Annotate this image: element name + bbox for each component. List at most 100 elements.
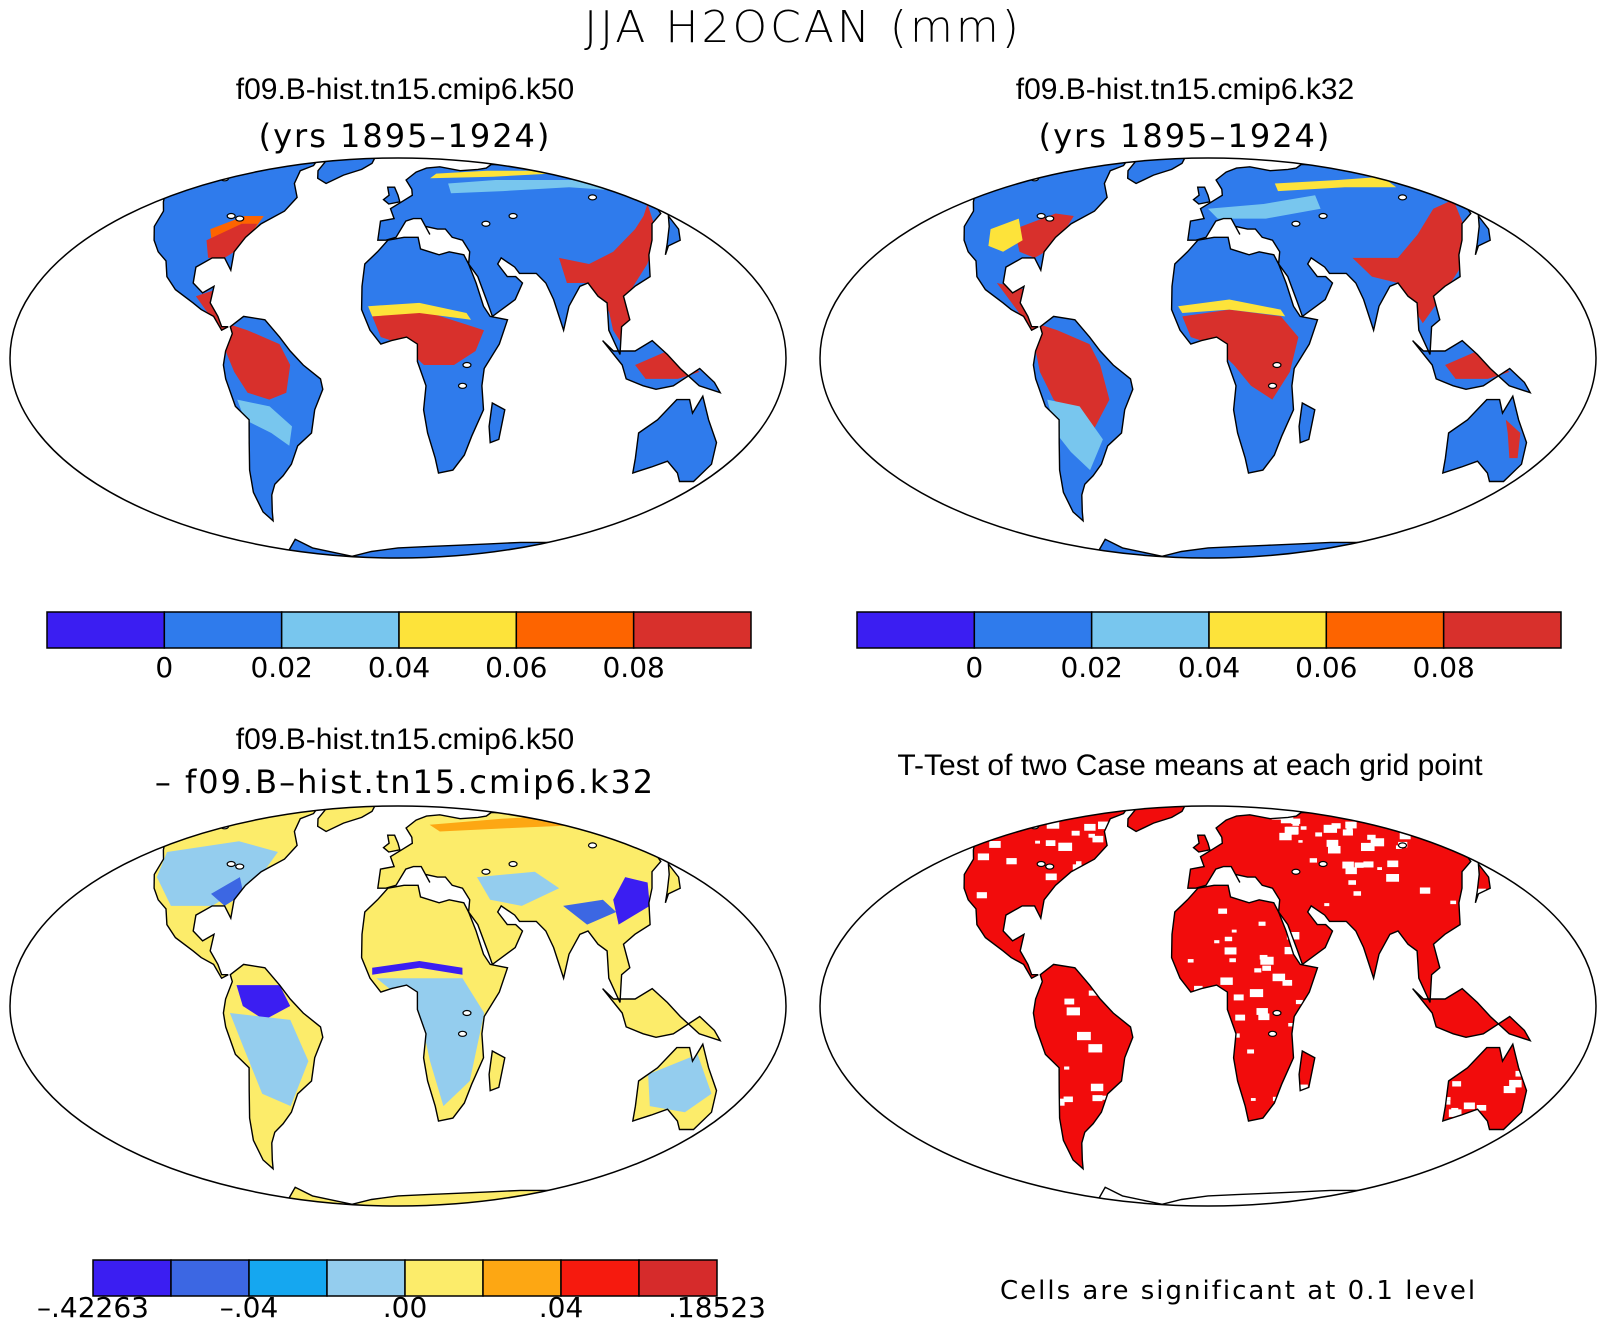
insignificant-cell: [1476, 888, 1487, 895]
insignificant-cell: [1088, 990, 1098, 996]
colorbar-tick-label: 0.02: [1060, 651, 1123, 684]
field-region: [440, 824, 626, 852]
insignificant-cell: [1363, 861, 1374, 868]
insignificant-cell: [1447, 836, 1461, 845]
field-overlay: [130, 811, 712, 1113]
land-madagascar: [1299, 403, 1315, 443]
colorbar-swatch: [515, 611, 635, 649]
insignificant-cell: [1262, 965, 1271, 971]
land-madagascar: [1299, 1051, 1315, 1091]
coastline-uk: [1192, 834, 1211, 853]
insignificant-cell: [1354, 862, 1364, 868]
insignificant-cell: [976, 892, 987, 899]
insignificant-cell: [1284, 826, 1298, 835]
coastline-japan: [1474, 213, 1491, 256]
insignificant-cell: [1279, 832, 1292, 841]
field-region: [1014, 213, 1074, 258]
lake: [235, 863, 245, 870]
coastline-indonesia: [1412, 987, 1532, 1042]
land-greenland: [1127, 158, 1185, 184]
insignificant-cell: [1254, 968, 1262, 973]
insignificant-cell: [1370, 838, 1385, 847]
coastline-africa: [1170, 884, 1319, 1122]
insignificant-cell: [1064, 1066, 1070, 1070]
lake: [1397, 194, 1408, 201]
insignificant-cell: [1327, 845, 1341, 854]
colorbar-difference-labels: –.42263 –.04 .00 .04 .18523: [37, 1292, 766, 1326]
insignificant-cell: [1399, 832, 1411, 840]
coastline-uk: [382, 186, 401, 205]
colorbar-swatch: [560, 1259, 640, 1297]
land-antarctica: [141, 539, 644, 558]
map-border: [819, 157, 1597, 559]
land-madagascar: [489, 403, 505, 443]
map-ttest: [819, 805, 1597, 1207]
insignificant-cell: [1345, 821, 1357, 829]
insignificant-cell: [1187, 959, 1194, 963]
field-region: [563, 899, 617, 925]
insignificant-cell: [1428, 835, 1438, 842]
coastline-australia: [631, 394, 718, 483]
map-border: [819, 805, 1597, 1207]
field-region: [237, 399, 292, 446]
insignificant-cell: [1280, 815, 1294, 824]
insignificant-cell: [1291, 818, 1301, 824]
insignificant-cell: [1419, 887, 1431, 894]
colorbar-tick-label: 0.02: [250, 651, 313, 684]
insignificant-cell: [1203, 1038, 1216, 1046]
lake: [1318, 212, 1328, 220]
insignificant-cell: [1286, 932, 1300, 940]
insignificant-cell: [1064, 998, 1075, 1005]
insignificant-cell: [1218, 908, 1228, 914]
coastline-africa: [360, 236, 509, 474]
land-africa: [1171, 885, 1318, 1121]
field-region: [236, 985, 291, 1020]
insignificant-cell: [1353, 891, 1362, 896]
colorbar-tick-label: 0.08: [602, 651, 665, 684]
lake: [1291, 220, 1301, 227]
coastline-indonesia: [602, 987, 722, 1042]
coastline-madagascar: [488, 1049, 506, 1092]
coastline-eurasia: [1186, 159, 1495, 355]
land-antarctica: [141, 1187, 644, 1206]
coastline-africa: [1170, 236, 1319, 474]
field-region: [559, 204, 658, 317]
coastline-southAmerica: [222, 315, 324, 523]
map-border: [9, 805, 787, 1207]
field-region: [195, 289, 291, 400]
field-region: [368, 302, 471, 320]
insignificant-cell: [1503, 1086, 1516, 1094]
insignificant-cell: [1282, 979, 1293, 986]
insignificant-cell: [1092, 1095, 1103, 1102]
insignificant-cell: [1284, 946, 1297, 955]
insignificant-cell: [1058, 842, 1073, 851]
coastline-japan: [664, 861, 681, 904]
field-region: [648, 1054, 712, 1113]
map-content: [123, 806, 722, 1206]
coastline-australia: [1441, 394, 1528, 483]
insignificant-cell: [1469, 865, 1478, 871]
lake: [1036, 860, 1046, 868]
coastline-japan: [664, 213, 681, 256]
insignificant-cell: [1342, 829, 1353, 836]
coastline-southAmerica: [222, 963, 324, 1171]
insignificant-cell: [1088, 1044, 1103, 1053]
figure-title: JJA H2OCAN (mm): [584, 2, 1022, 53]
insignificant-cell: [1090, 1083, 1104, 1092]
insignificant-cell: [1231, 929, 1237, 933]
panel-subtitle-k50: (yrs 1895–1924): [258, 117, 552, 155]
field-region: [372, 961, 463, 975]
coastline-uk: [382, 834, 401, 853]
insignificant-cell: [1448, 1109, 1462, 1117]
lake: [587, 842, 598, 849]
insignificant-cell: [1288, 1023, 1295, 1027]
coastline-uk: [1192, 186, 1211, 205]
colorbar-tick-label: 0.06: [1295, 651, 1358, 684]
insignificant-cell: [1465, 884, 1477, 892]
panel-title-diff: f09.B-hist.tn15.cmip6.k50: [235, 723, 575, 756]
insignificant-cell: [1247, 1049, 1255, 1054]
coastline-japan: [1474, 861, 1491, 904]
lake: [1272, 361, 1282, 369]
coastline-eurasia: [376, 807, 685, 1003]
lake: [1272, 1009, 1282, 1017]
